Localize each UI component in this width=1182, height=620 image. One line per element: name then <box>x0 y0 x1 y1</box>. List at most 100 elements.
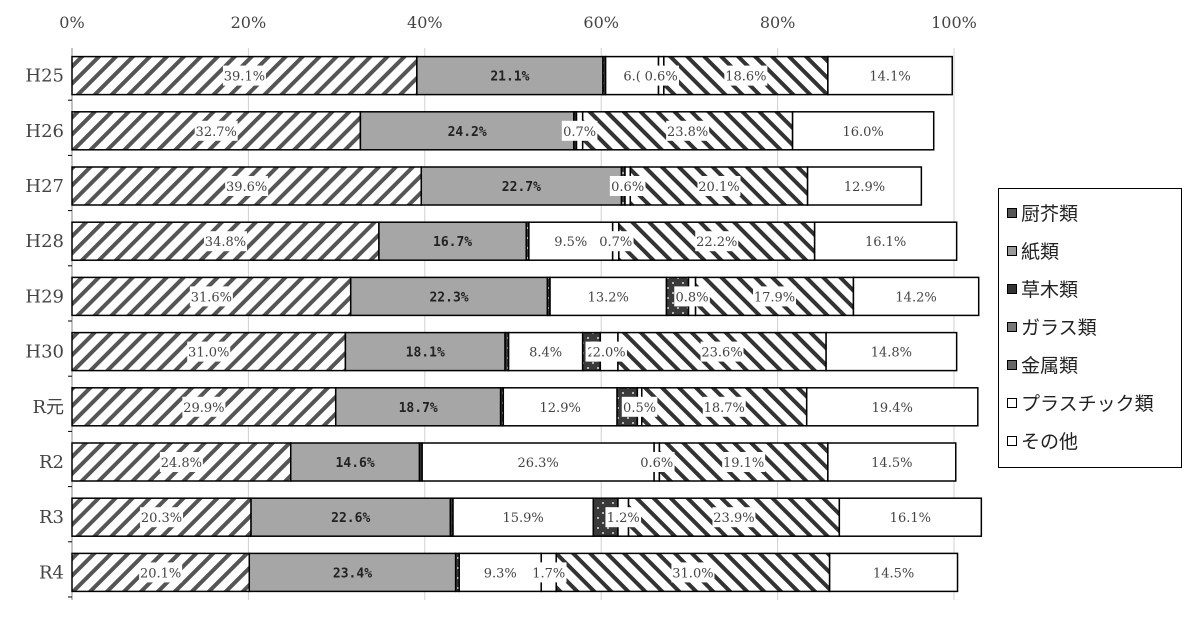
data-label: 13.2% <box>588 290 629 305</box>
bar-segment <box>838 497 983 537</box>
data-label-bg <box>139 562 183 583</box>
data-label-bg <box>724 65 768 86</box>
bar-segment <box>827 442 957 482</box>
data-label: 0.7% <box>599 235 632 250</box>
category-label: R4 <box>39 562 64 583</box>
category-label: H27 <box>25 176 64 197</box>
data-label: 0.6% <box>640 456 673 471</box>
data-label-bg <box>189 286 233 307</box>
legend-item: 紙類 <box>1007 237 1059 264</box>
data-label-bg <box>643 65 679 86</box>
data-label: 12.9% <box>540 401 581 416</box>
bar-segment <box>806 166 923 206</box>
legend-swatch-icon <box>1007 207 1017 218</box>
data-label: 31.0% <box>188 346 229 361</box>
category-label: H28 <box>25 231 64 252</box>
data-label: 32.7% <box>196 125 237 140</box>
legend-label: 紙類 <box>1021 241 1060 263</box>
data-label: 19.4% <box>872 401 913 416</box>
x-tick-label: 20% <box>231 13 267 32</box>
data-label-bg <box>538 396 582 417</box>
legend-label: プラスチック類 <box>1021 393 1154 415</box>
data-label: 2.0% <box>593 346 626 361</box>
data-label-bg <box>712 507 756 528</box>
legend-item: その他 <box>1007 427 1078 454</box>
data-label-bg <box>621 396 658 417</box>
legend-label: 金属類 <box>1021 355 1079 377</box>
data-label-bg <box>561 120 598 141</box>
data-label-bg <box>605 507 642 528</box>
data-label: 0.6% <box>611 180 644 195</box>
data-label-bg <box>187 341 231 362</box>
data-label-bg <box>674 286 710 307</box>
data-label: 16.1% <box>865 235 906 250</box>
category-label: R元 <box>32 397 64 418</box>
data-label: 9.3% <box>484 566 517 581</box>
legend-item: ガラス類 <box>1007 313 1097 340</box>
legend-label: 草木類 <box>1021 279 1079 301</box>
x-tick-label: 40% <box>407 13 443 32</box>
data-label: 22.3% <box>429 290 468 305</box>
bar-segment <box>378 221 527 261</box>
data-label-bg <box>597 231 634 252</box>
data-label-bg <box>586 286 630 307</box>
data-label-bg <box>617 65 647 86</box>
data-label: 12.9% <box>844 180 885 195</box>
data-label: 16.7% <box>433 235 472 250</box>
data-label: 22.2% <box>696 235 737 250</box>
legend-label: ガラス類 <box>1021 317 1097 339</box>
data-label-bg <box>501 507 545 528</box>
data-label: 18.1% <box>406 346 445 361</box>
bar-segment <box>334 387 502 427</box>
x-tick-label: 0% <box>59 13 84 32</box>
data-label: 21.1% <box>490 70 529 85</box>
data-label-bg <box>203 231 247 252</box>
legend: 厨芥類 紙類 草木類 ガラス類 金属類 プラスチック類 その他 <box>998 188 1182 468</box>
x-tick-label: 100% <box>931 13 977 32</box>
data-label-bg <box>702 396 746 417</box>
data-label: 23.9% <box>713 511 754 526</box>
data-label: 39.6% <box>226 180 267 195</box>
data-label-bg <box>609 176 646 196</box>
data-label: 14.1% <box>869 70 910 85</box>
data-label-bg <box>482 562 519 583</box>
x-tick-label: 60% <box>583 13 619 32</box>
data-label-bg <box>695 231 739 252</box>
data-label-bg <box>722 452 766 472</box>
data-label-bg <box>666 120 710 141</box>
data-label: 29.9% <box>183 401 224 416</box>
data-label: 20.1% <box>698 180 739 195</box>
bar-segment <box>359 111 575 151</box>
data-label-bg <box>140 507 184 528</box>
data-label-bg <box>530 562 567 583</box>
data-label-bg <box>516 452 560 472</box>
x-tick-label: 80% <box>760 13 796 32</box>
data-label: 26.3% <box>517 456 558 471</box>
data-label: 31.0% <box>672 566 713 581</box>
legend-swatch-icon <box>1007 359 1017 370</box>
data-label: 24.2% <box>448 125 487 140</box>
data-label: 31.6% <box>191 290 232 305</box>
bar-segment <box>813 221 958 261</box>
bar-segment <box>791 111 935 151</box>
legend-swatch-icon <box>1007 283 1017 294</box>
data-label-bg <box>753 286 797 307</box>
bar-segment <box>349 276 549 317</box>
data-label: 39.1% <box>224 70 265 85</box>
data-label: 16.0% <box>842 125 883 140</box>
category-label: H26 <box>25 121 64 142</box>
data-label: 14.2% <box>895 290 936 305</box>
data-label: 16.1% <box>890 511 931 526</box>
bar-segment <box>825 331 958 372</box>
bar-segment <box>420 166 623 206</box>
data-label-bg <box>591 341 627 362</box>
data-label: 24.8% <box>161 456 202 471</box>
data-label: 14.6% <box>336 456 375 471</box>
bar-segment <box>416 55 604 96</box>
data-label: 18.7% <box>399 401 438 416</box>
legend-label: 厨芥類 <box>1021 203 1079 225</box>
legend-swatch-icon <box>1007 245 1017 256</box>
data-label-bg <box>194 120 238 141</box>
data-label-bg <box>552 231 589 252</box>
data-label: 14.8% <box>871 346 912 361</box>
